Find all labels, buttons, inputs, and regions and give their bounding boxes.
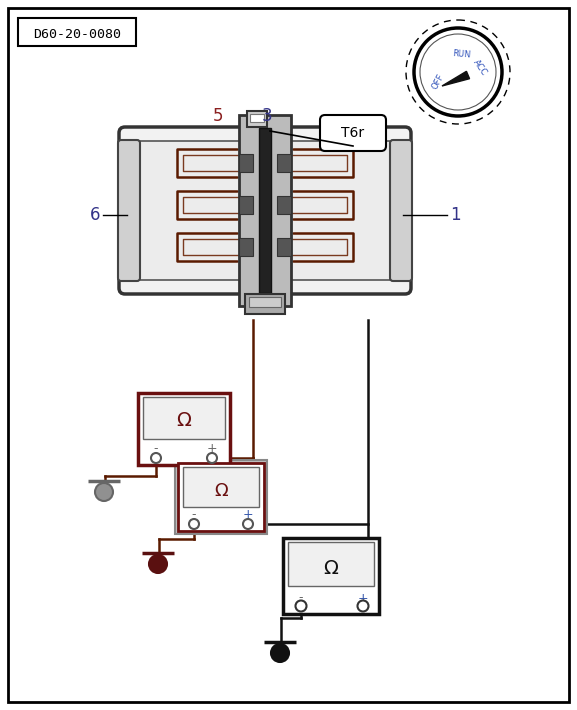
Text: 5: 5	[213, 107, 223, 125]
Bar	[183, 467, 259, 507]
Circle shape	[414, 28, 502, 116]
Bar	[175, 460, 267, 534]
Bar	[138, 393, 230, 465]
Bar	[277, 238, 291, 256]
Bar	[239, 115, 291, 306]
Circle shape	[207, 453, 217, 463]
Bar	[143, 397, 225, 439]
FancyBboxPatch shape	[133, 141, 397, 280]
Circle shape	[271, 644, 289, 662]
Text: 6: 6	[90, 206, 100, 224]
Text: -: -	[192, 508, 196, 522]
Bar	[259, 128, 271, 293]
Polygon shape	[442, 71, 470, 86]
Bar	[178, 463, 264, 531]
Text: 1: 1	[449, 206, 460, 224]
Bar	[283, 538, 379, 614]
Bar	[277, 196, 291, 214]
Circle shape	[189, 519, 199, 529]
Text: -: -	[153, 442, 158, 456]
Text: T6r: T6r	[342, 126, 365, 140]
Text: Ω: Ω	[324, 559, 339, 577]
Text: +: +	[358, 591, 368, 604]
Circle shape	[149, 555, 167, 573]
Bar	[239, 238, 253, 256]
Text: RUN: RUN	[451, 49, 471, 59]
Text: Ω: Ω	[214, 482, 228, 500]
Circle shape	[358, 601, 369, 611]
FancyBboxPatch shape	[320, 115, 386, 151]
Text: +: +	[243, 508, 253, 522]
Text: D60-20-0080: D60-20-0080	[33, 28, 121, 41]
Bar	[239, 154, 253, 172]
Bar	[239, 196, 253, 214]
Text: 3: 3	[262, 107, 272, 125]
Circle shape	[151, 453, 161, 463]
Circle shape	[295, 601, 306, 611]
Bar	[249, 297, 281, 307]
Text: -: -	[299, 591, 304, 604]
FancyBboxPatch shape	[118, 140, 140, 281]
FancyBboxPatch shape	[119, 127, 411, 294]
Text: OFF: OFF	[430, 72, 446, 92]
Bar	[245, 294, 285, 314]
Bar	[250, 114, 264, 122]
Circle shape	[243, 519, 253, 529]
Bar	[247, 111, 267, 127]
Circle shape	[95, 483, 113, 501]
Text: Ω: Ω	[177, 412, 192, 430]
Bar	[18, 18, 136, 46]
Bar	[288, 542, 374, 586]
Bar	[277, 154, 291, 172]
Text: +: +	[207, 442, 218, 456]
Text: ACC: ACC	[471, 58, 489, 77]
FancyBboxPatch shape	[390, 140, 412, 281]
